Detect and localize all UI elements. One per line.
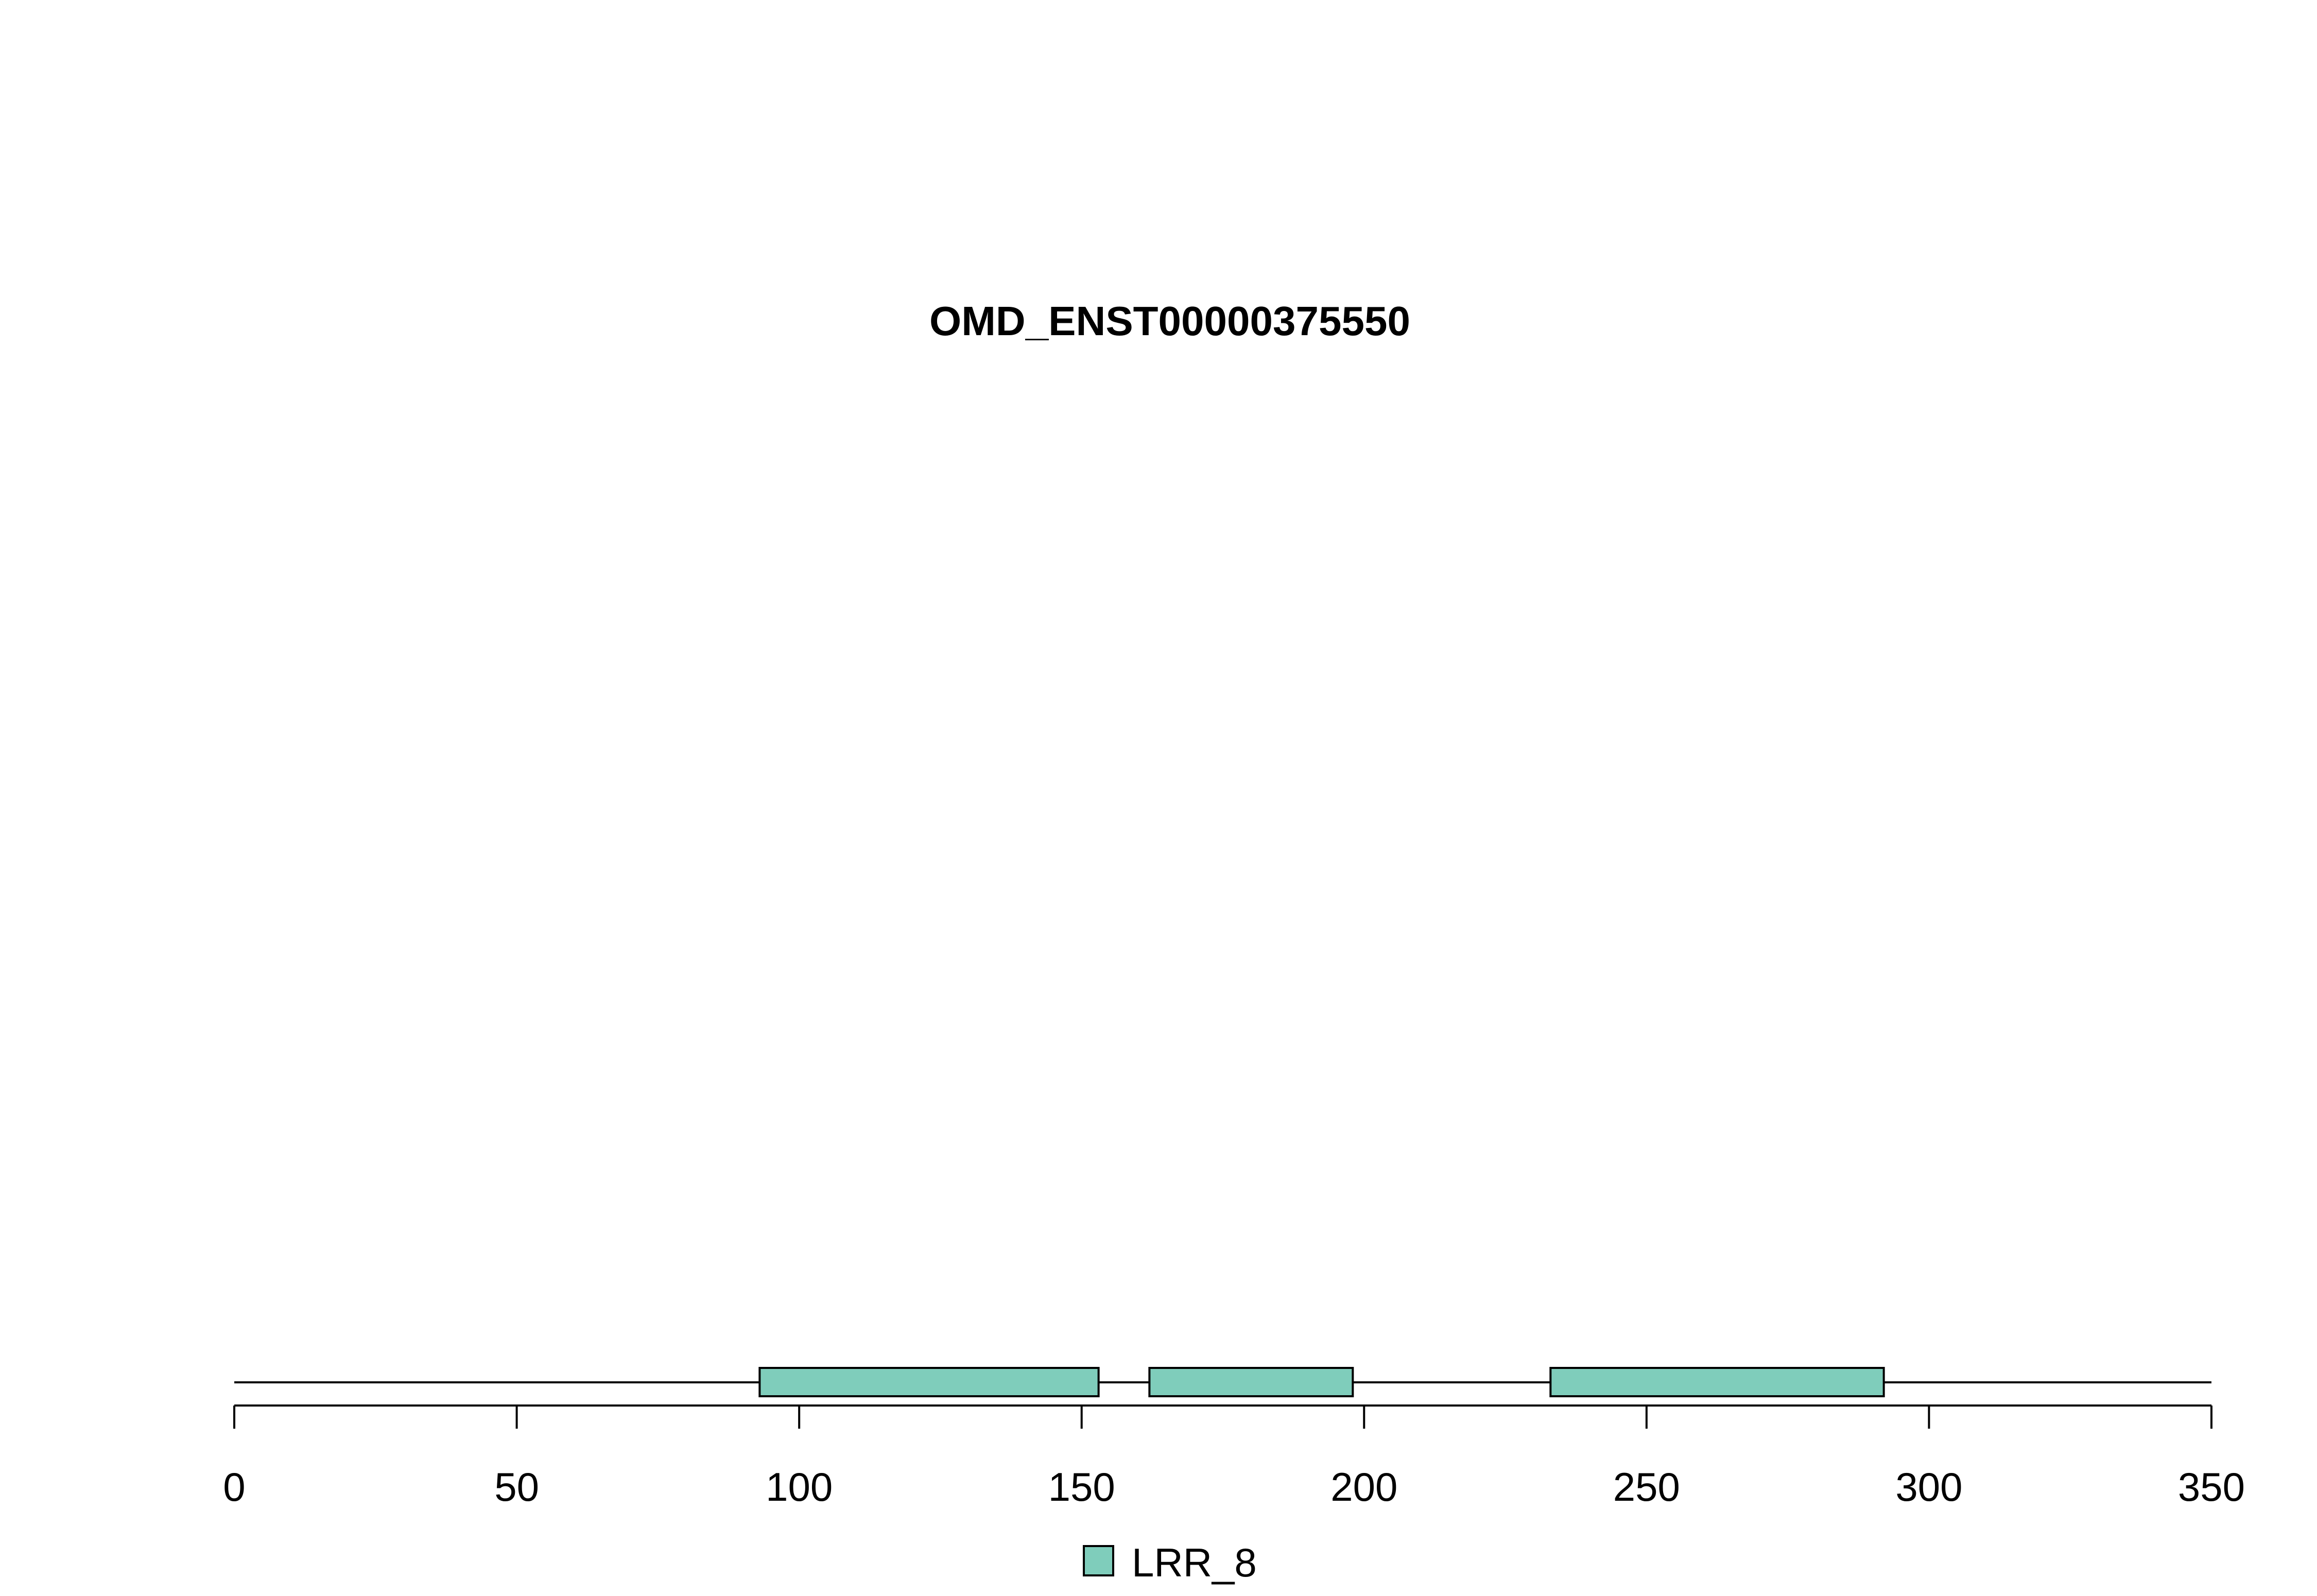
domain-bar-1	[758, 1367, 1100, 1397]
x-tick-label-300: 300	[1895, 1464, 1962, 1510]
x-tick-label-0: 0	[223, 1464, 245, 1510]
x-tick-label-100: 100	[766, 1464, 833, 1510]
x-tick-label-350: 350	[2178, 1464, 2245, 1510]
legend-label-1: LRR_8	[1132, 1540, 1257, 1585]
domain-bar-3	[1549, 1367, 1885, 1397]
legend: LRR_8	[1083, 1540, 1257, 1585]
x-tick-label-250: 250	[1613, 1464, 1680, 1510]
chart-title: OMD_ENST00000375550	[929, 298, 1410, 344]
domain-layer	[758, 1367, 1885, 1397]
x-tick-label-50: 50	[494, 1464, 539, 1510]
x-tick-label-200: 200	[1330, 1464, 1397, 1510]
x-axis: 0 50 100 150 200 250 300 350	[223, 1404, 2245, 1510]
x-tick-label-150: 150	[1048, 1464, 1115, 1510]
domain-bar-2	[1148, 1367, 1354, 1397]
legend-swatch-1	[1083, 1545, 1114, 1576]
